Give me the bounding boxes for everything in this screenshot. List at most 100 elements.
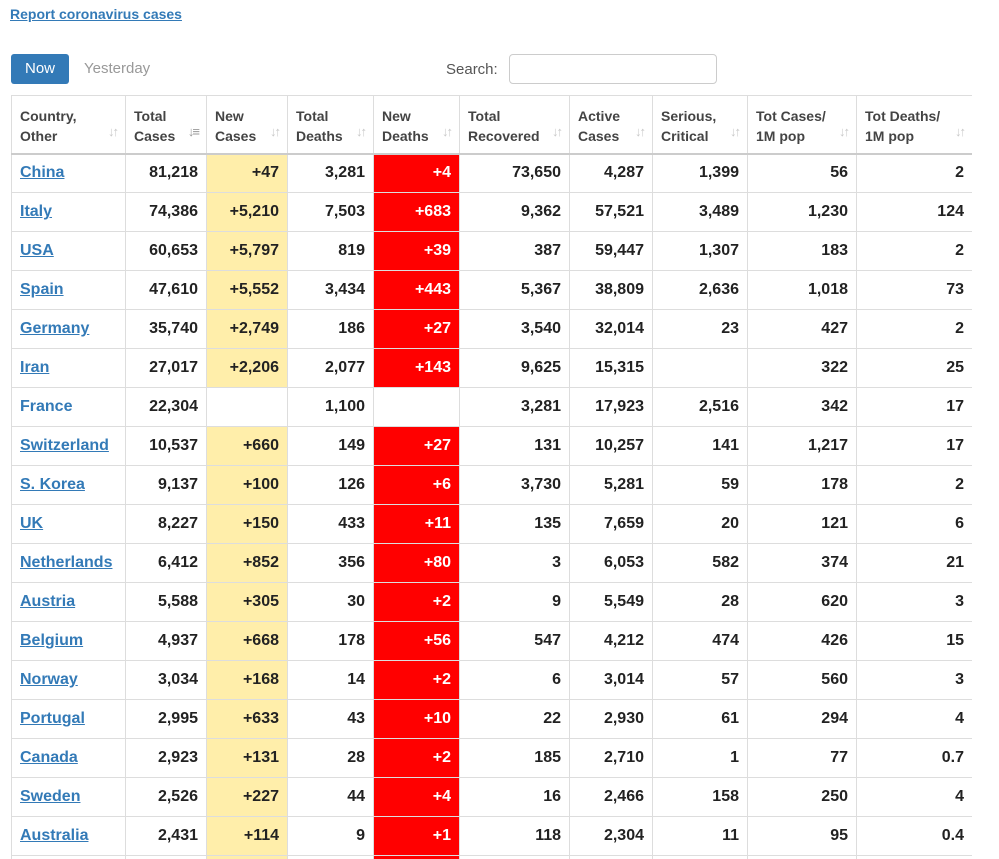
header-label-line: Deaths bbox=[382, 128, 429, 144]
header-country[interactable]: Country, Other ↓↑ bbox=[11, 95, 126, 155]
country-link[interactable]: Spain bbox=[20, 281, 64, 298]
header-total-deaths[interactable]: Total Deaths ↓↑ bbox=[287, 95, 374, 155]
sort-icon[interactable]: ↓↑ bbox=[839, 123, 850, 139]
country-link[interactable]: Iran bbox=[20, 359, 50, 376]
cell-country[interactable]: Germany bbox=[11, 309, 126, 349]
cell-active-cases: 38,809 bbox=[569, 270, 653, 310]
cell-tot-deaths-per-1m: 17 bbox=[856, 426, 972, 466]
sort-icon[interactable]: ↓↑ bbox=[356, 123, 367, 139]
sort-icon[interactable]: ↓↑ bbox=[552, 123, 563, 139]
sort-desc-icon[interactable]: ↓≡ bbox=[187, 123, 200, 139]
header-active-cases[interactable]: Active Cases ↓↑ bbox=[569, 95, 653, 155]
header-new-cases[interactable]: New Cases ↓↑ bbox=[206, 95, 288, 155]
cell-country[interactable]: Austria bbox=[11, 582, 126, 622]
time-tabs: Now Yesterday bbox=[11, 54, 150, 84]
country-link[interactable]: Norway bbox=[20, 671, 78, 688]
country-link[interactable]: Switzerland bbox=[20, 437, 109, 454]
country-link[interactable]: Netherlands bbox=[20, 554, 113, 571]
cell-country[interactable]: Belgium bbox=[11, 621, 126, 661]
cell-new-deaths: +6 bbox=[373, 465, 460, 505]
search-input[interactable] bbox=[508, 54, 717, 84]
header-label-line: New bbox=[215, 108, 244, 124]
cell-country[interactable]: Netherlands bbox=[11, 543, 126, 583]
cases-table: Country, Other ↓↑ Total Cases ↓≡ New Cases ↓↑ Tot… bbox=[11, 95, 972, 859]
cell-total-recovered: 5,367 bbox=[459, 270, 570, 310]
cell-serious-critical: 23 bbox=[652, 309, 748, 349]
cell-total-recovered: 3 bbox=[459, 543, 570, 583]
cell-new-deaths: +2 bbox=[373, 738, 460, 778]
country-link[interactable]: Austria bbox=[20, 593, 76, 610]
country-link[interactable]: USA bbox=[20, 242, 54, 259]
sort-icon[interactable]: ↓↑ bbox=[635, 123, 646, 139]
cell-tot-cases-per-1m: 322 bbox=[747, 348, 857, 388]
cell-country[interactable]: Iran bbox=[11, 348, 126, 388]
cell-new-deaths bbox=[373, 387, 460, 427]
cell-new-deaths: +27 bbox=[373, 309, 460, 349]
cell-total-deaths: 30 bbox=[287, 582, 374, 622]
cell-country[interactable]: Italy bbox=[11, 192, 126, 232]
header-label-line: Active bbox=[578, 108, 621, 124]
cell-country[interactable]: Spain bbox=[11, 270, 126, 310]
cell-total-cases: 2,923 bbox=[125, 738, 207, 778]
cell-country[interactable]: S. Korea bbox=[11, 465, 126, 505]
cell-total-cases bbox=[125, 855, 207, 859]
sort-icon[interactable]: ↓↑ bbox=[270, 123, 281, 139]
country-link[interactable]: Italy bbox=[20, 203, 53, 220]
cell-tot-deaths-per-1m: 2 bbox=[856, 153, 972, 193]
header-label-line: Critical bbox=[661, 128, 709, 144]
header-tot-cases-per-1m[interactable]: Tot Cases/1M pop ↓↑ bbox=[747, 95, 857, 155]
cell-serious-critical: 2,636 bbox=[652, 270, 748, 310]
tab-now[interactable]: Now bbox=[11, 54, 69, 84]
country-link[interactable]: S. Korea bbox=[20, 476, 85, 493]
country-link[interactable]: Portugal bbox=[20, 710, 85, 727]
header-label-line: Serious, bbox=[661, 108, 717, 124]
header-tot-deaths-per-1m[interactable]: Tot Deaths/1M pop ↓↑ bbox=[856, 95, 972, 155]
header-serious-critical[interactable]: Serious, Critical ↓↑ bbox=[652, 95, 748, 155]
country-link[interactable]: Belgium bbox=[20, 632, 84, 649]
cell-country[interactable]: Australia bbox=[11, 816, 126, 856]
sort-icon[interactable]: ↓↑ bbox=[955, 123, 966, 139]
header-new-deaths[interactable]: New Deaths ↓↑ bbox=[373, 95, 460, 155]
cell-country[interactable]: Canada bbox=[11, 738, 126, 778]
cell-total-cases: 10,537 bbox=[125, 426, 207, 466]
report-cases-link[interactable]: Report coronavirus cases bbox=[10, 6, 182, 22]
cell-new-cases: +852 bbox=[206, 543, 288, 583]
cell-total-cases: 2,995 bbox=[125, 699, 207, 739]
header-total-recovered[interactable]: Total Recovered ↓↑ bbox=[459, 95, 570, 155]
cell-country[interactable]: China bbox=[11, 153, 126, 193]
cell-new-cases: +100 bbox=[206, 465, 288, 505]
cell-serious-critical: 61 bbox=[652, 699, 748, 739]
cell-active-cases: 2,304 bbox=[569, 816, 653, 856]
country-link[interactable]: Australia bbox=[20, 827, 89, 844]
cell-country[interactable]: Sweden bbox=[11, 777, 126, 817]
cell-country[interactable]: Norway bbox=[11, 660, 126, 700]
cell-country[interactable]: USA bbox=[11, 231, 126, 271]
cell-country[interactable]: Portugal bbox=[11, 699, 126, 739]
country-link[interactable]: Canada bbox=[20, 749, 78, 766]
cell-total-recovered: 9,625 bbox=[459, 348, 570, 388]
cell-new-deaths: +4 bbox=[373, 777, 460, 817]
header-total-cases[interactable]: Total Cases ↓≡ bbox=[125, 95, 207, 155]
sort-icon[interactable]: ↓↑ bbox=[730, 123, 741, 139]
cell-country[interactable]: UK bbox=[11, 504, 126, 544]
cell-total-recovered: 118 bbox=[459, 816, 570, 856]
tab-yesterday[interactable]: Yesterday bbox=[84, 60, 151, 77]
cell-new-cases: +2,749 bbox=[206, 309, 288, 349]
table-row: Netherlands 6,412 +852 356 +80 3 6,053 582 374 21 bbox=[11, 543, 972, 583]
cell-tot-deaths-per-1m: 2 bbox=[856, 231, 972, 271]
header-label-line: Cases bbox=[578, 128, 620, 144]
cell-total-cases: 27,017 bbox=[125, 348, 207, 388]
sort-icon[interactable]: ↓↑ bbox=[108, 123, 119, 139]
sort-icon[interactable]: ↓↑ bbox=[442, 123, 453, 139]
country-link[interactable]: Germany bbox=[20, 320, 90, 337]
cell-new-deaths: +80 bbox=[373, 543, 460, 583]
table-row: USA 60,653 +5,797 819 +39 387 59,447 1,307 183 2 bbox=[11, 231, 972, 271]
country-link[interactable]: UK bbox=[20, 515, 44, 532]
country-link[interactable]: China bbox=[20, 164, 65, 182]
cell-active-cases: 59,447 bbox=[569, 231, 653, 271]
country-link[interactable]: Sweden bbox=[20, 788, 81, 805]
cell-total-recovered: 73,650 bbox=[459, 153, 570, 193]
cell-tot-deaths-per-1m: 17 bbox=[856, 387, 972, 427]
cell-new-cases: +305 bbox=[206, 582, 288, 622]
cell-country[interactable]: Switzerland bbox=[11, 426, 126, 466]
